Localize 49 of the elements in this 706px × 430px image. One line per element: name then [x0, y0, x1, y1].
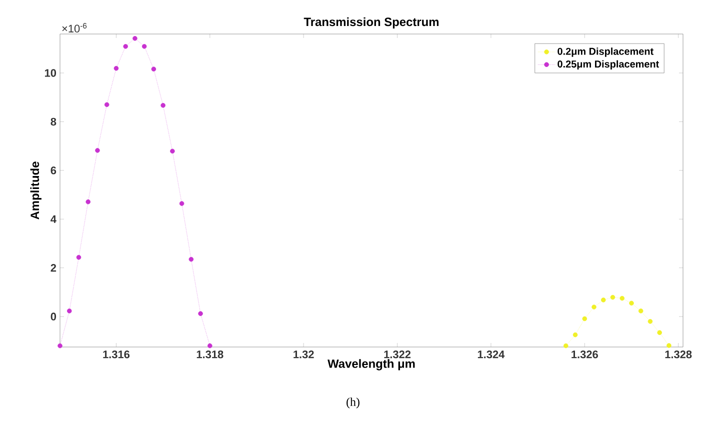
- point: [58, 343, 62, 348]
- x-tick-label: 1.324: [478, 350, 505, 358]
- y-tick-label: 6: [50, 166, 56, 174]
- x-tick-label: 1.316: [103, 350, 130, 358]
- y-tick-label: 8: [50, 118, 56, 126]
- point: [648, 319, 653, 324]
- point: [151, 66, 156, 72]
- point: [76, 254, 82, 260]
- y-tick-label: 4: [50, 215, 56, 223]
- point: [114, 66, 119, 71]
- point: [600, 298, 606, 302]
- point: [564, 343, 568, 348]
- point: [572, 332, 578, 338]
- point: [95, 148, 100, 153]
- y-tick-label: 10: [44, 69, 56, 77]
- point: [198, 311, 203, 316]
- point: [638, 308, 644, 314]
- y-tick-label: 0: [50, 312, 56, 320]
- text: (h): [346, 398, 360, 408]
- point: [104, 102, 110, 108]
- point: [666, 343, 672, 348]
- text: ×10$^{-6}$: [62, 23, 87, 32]
- point: [132, 36, 138, 41]
- x-tick-label: 1.326: [572, 350, 598, 358]
- point: [657, 330, 662, 336]
- point: [170, 148, 175, 154]
- point: [123, 44, 128, 49]
- point: [610, 294, 616, 300]
- point: [142, 44, 147, 49]
- point: [86, 199, 90, 204]
- y-axis-title: Amplitude: [30, 162, 42, 220]
- legend-label: 0.2μm Displacement: [558, 48, 654, 57]
- x-tick-label: 1.328: [665, 350, 692, 358]
- point: [629, 300, 634, 306]
- x-tick-label: 1.322: [384, 350, 411, 358]
- point: [160, 102, 166, 108]
- x-tick-label: 1.32: [294, 350, 314, 358]
- point: [179, 201, 184, 206]
- x-axis-title: Wavelength μm: [328, 359, 415, 370]
- point: [592, 304, 596, 310]
- x-tick-label: 1.318: [196, 350, 224, 358]
- point: [188, 256, 194, 262]
- point: [208, 343, 212, 348]
- legend-label: 0.25μm Displacement: [558, 60, 660, 70]
- point: [66, 308, 72, 314]
- y-tick-label: 2: [50, 264, 56, 272]
- point: [582, 316, 588, 322]
- point: [620, 296, 625, 301]
- chart-title: Transmission Spectrum: [304, 17, 439, 28]
